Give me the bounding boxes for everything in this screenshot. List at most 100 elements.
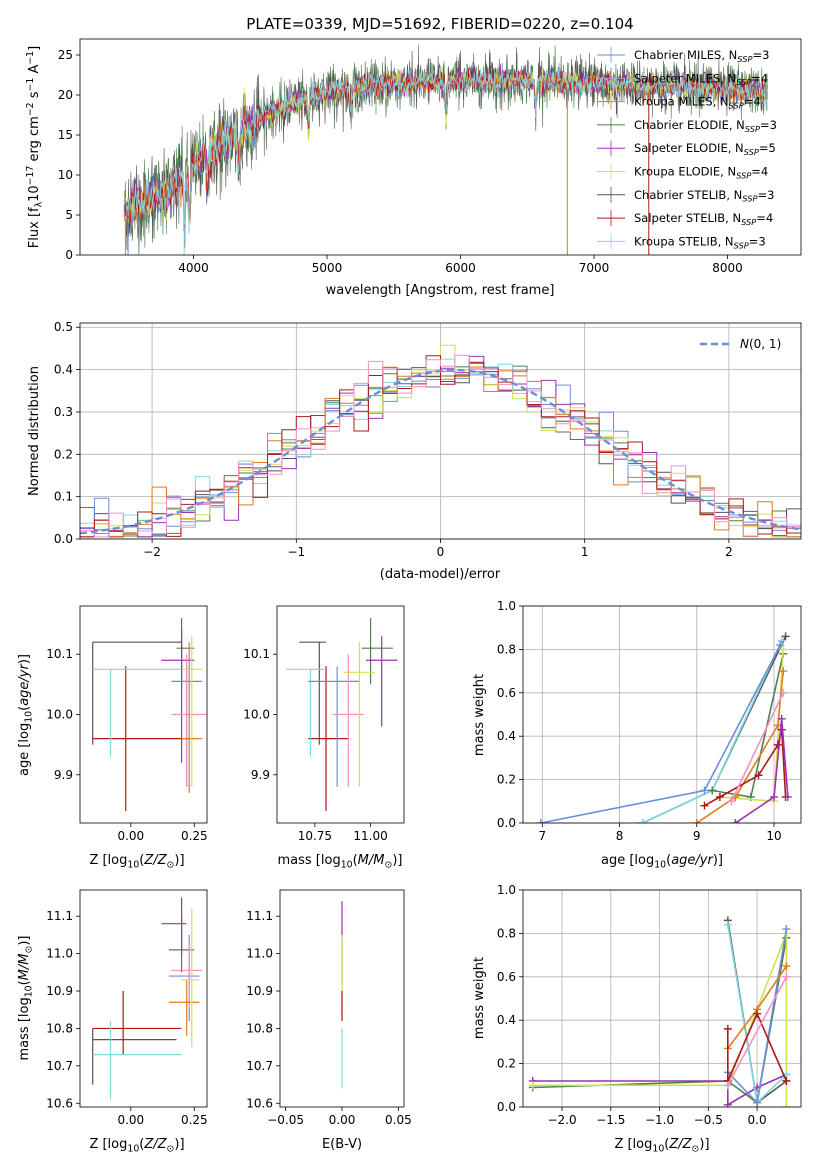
weight-marker [782, 1076, 791, 1085]
weight-marker [777, 714, 786, 723]
y-tick-label: 9.9 [251, 768, 270, 782]
legend-entry: Chabrier ELODIE, NSSP=3 [634, 118, 777, 134]
y-tick-label: 0.2 [54, 447, 73, 461]
weight-marker [723, 920, 732, 929]
y-tick-label: 10.6 [46, 1096, 73, 1110]
y-tick-label: 20 [58, 88, 73, 102]
y-tick-label: 10.1 [46, 647, 73, 661]
weight-marker [528, 1081, 537, 1090]
y-tick-label: 0.0 [54, 532, 73, 546]
x-axis-label: age [log10(age/yr)] [601, 853, 723, 870]
x-tick-label: −2.0 [547, 1113, 576, 1127]
y-axis-label: mass weight [472, 957, 487, 1039]
weight-marker [779, 688, 788, 697]
y-tick-label: 10 [58, 168, 73, 182]
weight-marker [779, 667, 788, 676]
weight-line [730, 692, 784, 802]
x-tick-label: 0.00 [329, 1113, 356, 1127]
x-tick-label: 10 [766, 829, 781, 843]
weight-marker [723, 1081, 732, 1090]
weight-marker [536, 819, 545, 823]
y-tick-label: 0.2 [497, 1057, 516, 1071]
weight-marker [754, 771, 763, 780]
chart-ebv-vs-mass: −0.05 0.00 0.05 10.6 10.7 10.8 10.9 11.0 11.1 E(B… [246, 889, 412, 1152]
plot-area [92, 897, 202, 1100]
y-tick-label: 0.4 [497, 1013, 516, 1027]
y-tick-label: 10.9 [46, 984, 73, 998]
weight-marker [782, 925, 791, 934]
plot-area [123, 44, 768, 255]
weight-line [704, 729, 787, 807]
y-tick-label: 0 [65, 248, 73, 262]
y-tick-label: 0.5 [54, 320, 73, 334]
legend-entry: Chabrier STELIB, NSSP=3 [634, 188, 774, 204]
y-tick-label: 11.1 [46, 909, 73, 923]
x-axis-label: Z [log10(Z/Z⊙)] [89, 1137, 184, 1154]
plot-area [536, 632, 792, 823]
x-tick-label: 9 [693, 829, 701, 843]
y-tick-label: 0.1 [54, 490, 73, 504]
y-tick-label: 0.8 [497, 642, 516, 656]
y-tick-label: 10.7 [46, 1059, 73, 1073]
y-tick-label: 11.0 [46, 947, 73, 961]
legend-entry: Salpeter STELIB, NSSP=4 [634, 211, 773, 227]
x-axis-label: Z [log10(Z/Z⊙)] [614, 1137, 709, 1154]
y-tick-label: 5 [65, 208, 73, 222]
axes-frame [522, 889, 802, 1108]
weight-marker [782, 1103, 791, 1107]
x-tick-label: −2 [143, 545, 161, 559]
x-tick-label: 0.05 [385, 1113, 412, 1127]
x-tick-label: 7000 [579, 261, 610, 275]
x-tick-label: 1 [581, 545, 589, 559]
weight-marker [753, 1098, 762, 1107]
weight-marker [700, 786, 709, 795]
y-tick-label: 10.0 [243, 708, 270, 722]
x-tick-label: 11.00 [353, 829, 387, 843]
x-tick-label: 4000 [178, 261, 209, 275]
y-tick-label: 11.0 [246, 947, 273, 961]
legend-entry: Kroupa STELIB, NSSP=3 [634, 234, 766, 250]
y-axis-label: Flux [fλ10−17 erg cm−2 s−1 A−1] [25, 46, 44, 248]
x-tick-label: 0 [437, 545, 445, 559]
x-axis-label: (data-model)/error [380, 567, 501, 582]
y-tick-label: 10.1 [243, 647, 270, 661]
axes-frame [79, 322, 802, 540]
chart-z-vs-age: 0.00 0.25 9.9 10.0 10.1 Z [log10(Z/Z⊙)] age [l… [17, 605, 208, 870]
y-tick-label: 10.9 [246, 984, 273, 998]
weight-marker [723, 1024, 732, 1033]
legend-entry: Chabrier MILES, NSSP=3 [634, 48, 769, 64]
y-tick-label: 10.6 [246, 1096, 273, 1110]
y-tick-label: 9.9 [54, 768, 73, 782]
x-tick-label: 7 [538, 829, 546, 843]
x-tick-label: −0.05 [267, 1113, 304, 1127]
y-tick-label: 0.8 [497, 926, 516, 940]
normal-curve [80, 368, 801, 535]
x-axis-label: mass [log10(M/M⊙)] [278, 853, 403, 870]
chart-mass-vs-age: 10.75 11.00 9.9 10.0 10.1 mass [log10(M/M⊙)] [243, 605, 405, 870]
x-tick-label: −1.5 [596, 1113, 625, 1127]
weight-line [734, 718, 789, 823]
y-axis-label: Normed distribution [27, 366, 42, 496]
legend-entry: Salpeter ELODIE, NSSP=5 [634, 141, 776, 157]
chart-residual-hist: −2 −1 0 1 2 0.0 0.1 0.2 0.3 0.4 0.5 N(0, 1) (data-mo… [27, 320, 802, 582]
weight-marker [753, 1009, 762, 1018]
spectrum-line [123, 68, 768, 234]
y-tick-label: 1.0 [497, 599, 516, 613]
y-axis-label: mass [log10(M/M⊙)] [17, 936, 34, 1061]
weight-marker [781, 632, 790, 641]
x-tick-label: 5000 [312, 261, 343, 275]
y-axis-label: mass weight [472, 674, 487, 756]
legend-entry: N(0, 1) [740, 337, 781, 351]
weight-line [642, 640, 783, 823]
x-axis-label: E(B-V) [322, 1137, 362, 1152]
axes-frame [522, 605, 802, 824]
x-tick-label: 8000 [712, 261, 743, 275]
weight-marker [700, 801, 709, 810]
axes-frame [79, 605, 208, 824]
y-tick-label: 10.7 [246, 1059, 273, 1073]
y-tick-label: 1.0 [497, 883, 516, 897]
weight-marker [776, 641, 785, 650]
weight-marker [723, 1100, 732, 1107]
x-tick-label: −1 [287, 545, 305, 559]
plot-area [285, 618, 398, 811]
